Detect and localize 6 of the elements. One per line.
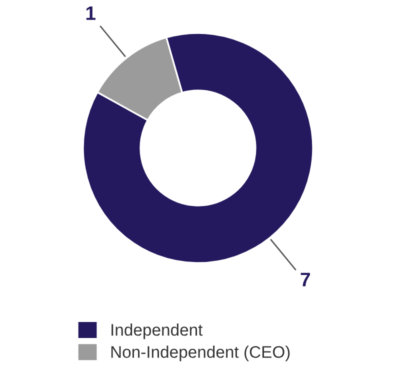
data-label: 7 (300, 272, 310, 286)
donut-slice (82, 32, 314, 264)
legend-label: Independent (112, 324, 203, 340)
donut-slice (96, 36, 183, 121)
data-label: 1 (86, 6, 96, 20)
legend-label: Non-Independent (CEO) (111, 346, 290, 362)
